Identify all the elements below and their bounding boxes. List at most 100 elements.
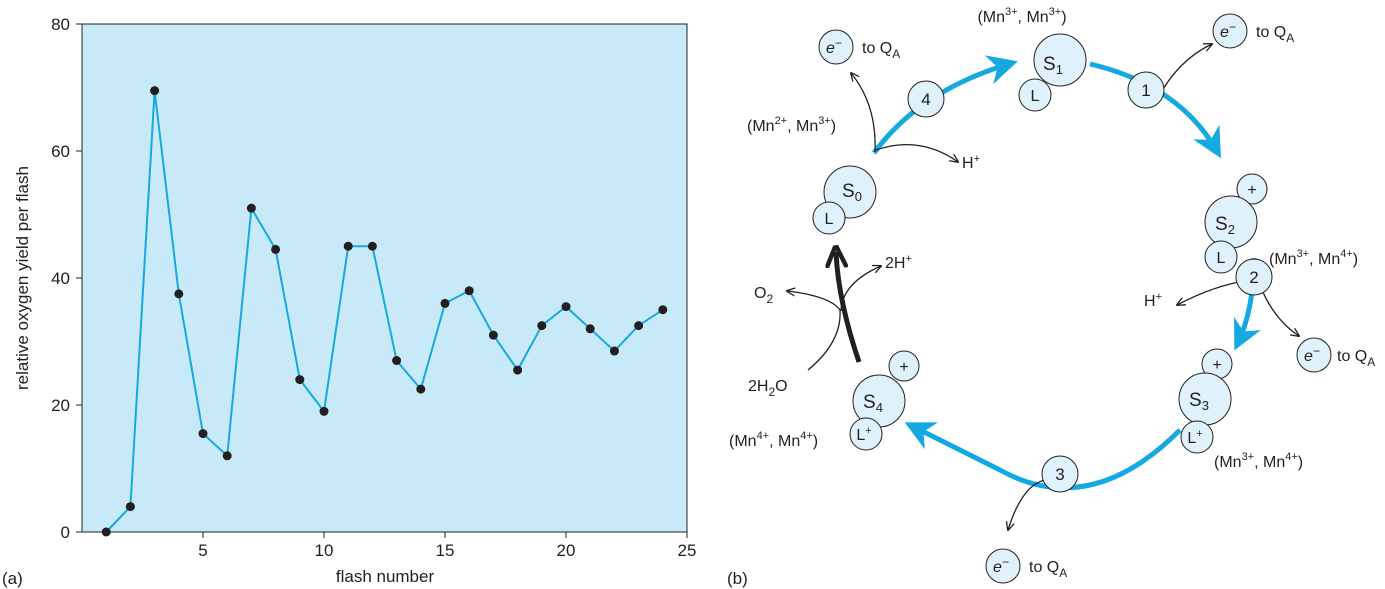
panel-a-label: (a) xyxy=(2,569,23,588)
data-point-22 xyxy=(609,346,619,356)
plot-area xyxy=(81,23,688,533)
data-point-15 xyxy=(440,298,450,308)
state-s1: S1 L (Mn3+, Mn3+) xyxy=(977,6,1087,112)
x-tick-label-2: 15 xyxy=(436,541,455,560)
svg-text:S1: S1 xyxy=(1043,54,1063,77)
state-s0: S0 L (Mn2+, Mn3+) xyxy=(747,115,877,235)
arrow-electron-step4 xyxy=(851,73,876,153)
data-point-11 xyxy=(343,241,353,251)
svg-text:e−: e− xyxy=(826,36,842,57)
s2-oxidation-state: (Mn3+, Mn4+) xyxy=(1269,248,1358,268)
electron-to-qa-top-left: e− to QA xyxy=(818,29,900,65)
svg-text:+: + xyxy=(1247,182,1256,199)
svg-text:3: 3 xyxy=(1055,465,1064,484)
oxygen-yield-chart: 0 20 40 60 80 5 10 15 20 25 flash number relative… xyxy=(2,15,696,588)
arrow-proton-step4 xyxy=(875,144,958,162)
data-point-9 xyxy=(295,375,305,385)
electron-to-qa-top-right: e− to QA xyxy=(1212,13,1294,49)
data-point-18 xyxy=(513,365,523,375)
data-point-20 xyxy=(561,302,571,312)
cycle-arc-s1-s2 xyxy=(1089,61,1221,159)
proton-label-middle: H+ xyxy=(1144,291,1162,310)
cycle-arc-s4-s0 xyxy=(836,252,862,363)
step-1: 1 xyxy=(1127,71,1165,109)
s0-oxidation-state: (Mn2+, Mn3+) xyxy=(747,115,836,135)
electron-to-qa-right: e− to QA xyxy=(1296,337,1375,373)
svg-text:e−: e− xyxy=(1220,20,1236,41)
data-point-6 xyxy=(222,451,232,461)
data-point-5 xyxy=(198,429,208,439)
tick-labels: 0 20 40 60 80 5 10 15 20 25 xyxy=(51,15,696,560)
data-point-8 xyxy=(271,244,281,254)
data-point-16 xyxy=(464,286,474,296)
proton-label-top: H+ xyxy=(962,153,980,172)
svg-text:S2: S2 xyxy=(1215,214,1235,237)
series-line xyxy=(105,90,664,533)
svg-text:L: L xyxy=(1031,88,1040,105)
data-point-19 xyxy=(537,321,547,331)
svg-text:2: 2 xyxy=(1249,268,1258,287)
svg-text:L+: L+ xyxy=(856,425,871,444)
step-2: 2 xyxy=(1235,258,1273,296)
arrow-electron-step1 xyxy=(1157,44,1212,99)
x-tick-label-3: 20 xyxy=(557,541,576,560)
step-3: 3 xyxy=(1041,455,1079,493)
step-4: 4 xyxy=(907,80,945,118)
water-label: 2H2O xyxy=(748,378,788,399)
svg-text:to QA: to QA xyxy=(1256,24,1294,45)
axis-ticks xyxy=(76,23,688,538)
svg-text:e−: e− xyxy=(993,555,1009,576)
data-point-1 xyxy=(101,527,111,537)
data-point-10 xyxy=(319,406,329,416)
arrow-electron-step2 xyxy=(1261,289,1299,336)
x-tick-label-4: 25 xyxy=(678,541,697,560)
data-point-2 xyxy=(125,502,135,512)
svg-text:1: 1 xyxy=(1141,81,1150,100)
svg-text:L: L xyxy=(825,211,834,228)
y-tick-label-3: 60 xyxy=(51,142,70,161)
cycle-arc-s3-s4 xyxy=(904,422,1182,491)
y-tick-label-4: 80 xyxy=(51,15,70,34)
data-point-21 xyxy=(585,324,595,334)
arrow-water-o2 xyxy=(787,291,841,371)
svg-text:4: 4 xyxy=(921,90,930,109)
y-axis-label: relative oxygen yield per flash xyxy=(13,166,32,390)
data-points xyxy=(101,86,668,537)
svg-text:to QA: to QA xyxy=(1337,348,1375,369)
electron-to-qa-bottom: e− to QA xyxy=(985,548,1067,584)
panel-b-label: (b) xyxy=(727,569,748,588)
arrow-water-2h xyxy=(840,266,881,312)
oxygen-label: O2 xyxy=(754,285,773,306)
svg-text:L+: L+ xyxy=(1187,428,1202,447)
state-s2: + S2 L (Mn3+, Mn4+) xyxy=(1204,173,1358,274)
data-point-12 xyxy=(367,241,377,251)
svg-text:L: L xyxy=(1217,250,1226,267)
svg-text:+: + xyxy=(899,359,908,376)
y-tick-label-0: 0 xyxy=(61,523,70,542)
data-point-24 xyxy=(658,305,668,315)
x-tick-label-0: 5 xyxy=(198,541,207,560)
data-point-13 xyxy=(392,356,402,366)
svg-text:to QA: to QA xyxy=(862,40,900,61)
state-s3: + S3 L+ (Mn3+, Mn4+) xyxy=(1178,348,1303,471)
x-axis-label: flash number xyxy=(336,567,435,586)
s3-oxidation-state: (Mn3+, Mn4+) xyxy=(1214,451,1303,471)
two-proton-label: 2H+ xyxy=(885,253,912,272)
svg-text:S0: S0 xyxy=(842,181,862,204)
data-point-4 xyxy=(174,289,184,299)
arrow-electron-step3 xyxy=(1008,479,1046,530)
data-point-17 xyxy=(488,330,498,340)
svg-text:e−: e− xyxy=(1304,344,1320,365)
cycle-arc-s0-s1 xyxy=(871,55,1018,155)
data-point-14 xyxy=(416,384,426,394)
svg-text:S3: S3 xyxy=(1189,390,1209,413)
s1-oxidation-state: (Mn3+, Mn3+) xyxy=(977,6,1066,26)
svg-text:S4: S4 xyxy=(863,392,883,415)
data-point-23 xyxy=(634,321,644,331)
y-tick-label-1: 20 xyxy=(51,396,70,415)
s4-oxidation-state: (Mn4+, Mn4+) xyxy=(729,430,818,450)
x-tick-label-1: 10 xyxy=(315,541,334,560)
kok-cycle-diagram: (b) 4 1 2 3 xyxy=(727,6,1375,588)
svg-text:to QA: to QA xyxy=(1029,559,1067,580)
